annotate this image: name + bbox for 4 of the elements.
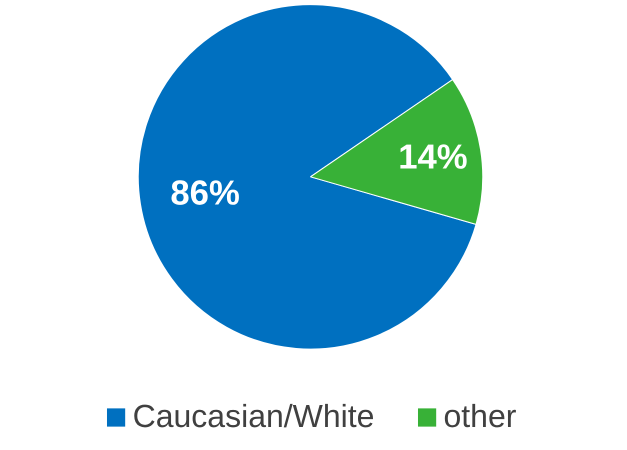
data-label: 86% bbox=[170, 174, 240, 212]
legend-label: Caucasian/White bbox=[132, 398, 374, 435]
data-label: 14% bbox=[398, 138, 468, 177]
legend-label: other bbox=[443, 398, 516, 435]
